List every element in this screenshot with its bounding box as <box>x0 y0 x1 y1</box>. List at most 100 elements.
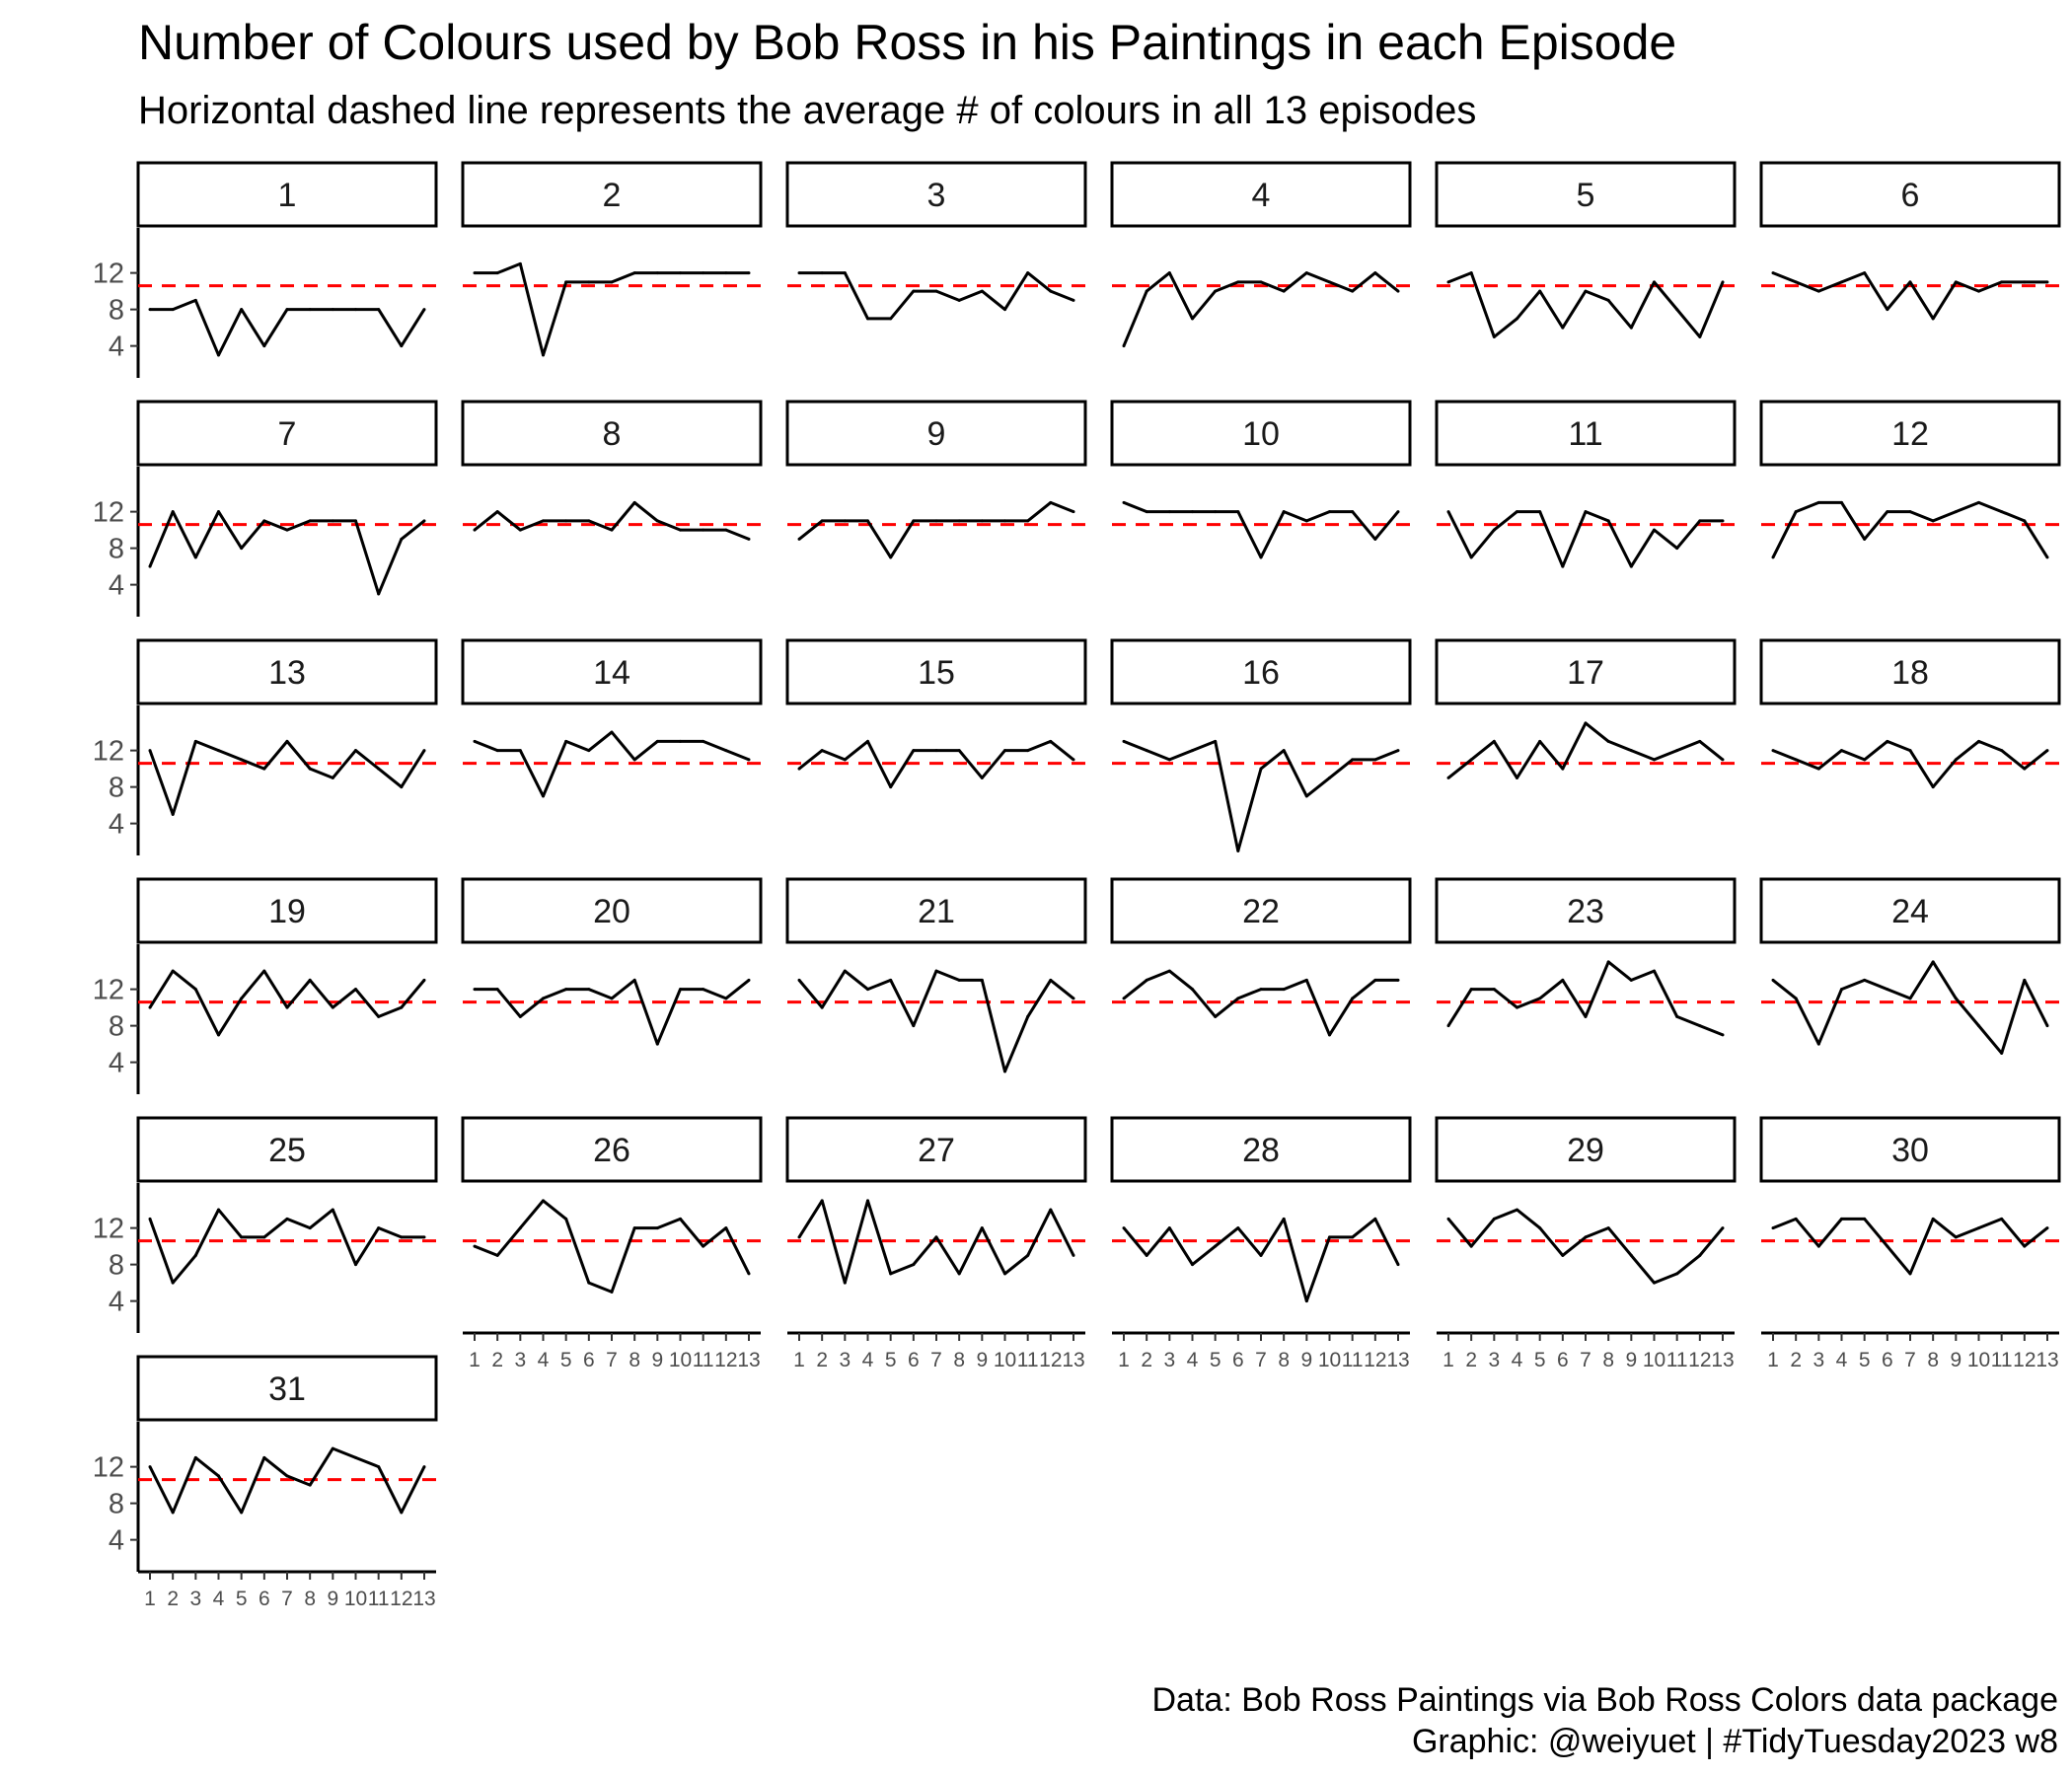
data-point <box>331 1208 334 1212</box>
data-point <box>1771 1226 1775 1230</box>
data-point <box>724 271 728 275</box>
data-point <box>262 344 266 348</box>
data-point <box>1191 510 1194 514</box>
data-point <box>1675 1014 1679 1018</box>
data-point <box>1446 280 1450 284</box>
data-point <box>1977 500 1980 504</box>
data-point <box>422 1465 426 1469</box>
data-point <box>1145 510 1148 514</box>
data-point <box>308 1483 312 1487</box>
data-point <box>2023 978 2027 982</box>
data-point <box>1886 739 1889 743</box>
data-point <box>957 519 961 523</box>
data-point <box>1072 758 1075 762</box>
data-point <box>1840 280 1843 284</box>
data-point <box>1606 1226 1610 1230</box>
x-tick-label: 3 <box>839 1349 851 1371</box>
data-point <box>1721 1226 1725 1230</box>
data-point <box>495 749 499 753</box>
data-point <box>724 1226 728 1230</box>
data-point <box>1721 280 1725 284</box>
data-point <box>1698 739 1702 743</box>
x-tick-label: 9 <box>651 1349 663 1371</box>
data-point <box>193 739 197 743</box>
data-point <box>377 308 381 312</box>
x-tick-label: 3 <box>514 1349 526 1371</box>
data-point <box>820 749 824 753</box>
data-point <box>354 988 357 992</box>
data-point <box>193 1455 197 1459</box>
facet-panel-19: 19 4 8 12 <box>93 877 438 1094</box>
data-point <box>518 261 522 265</box>
data-point <box>285 308 289 312</box>
data-point <box>1373 271 1377 275</box>
y-tick-label: 8 <box>109 295 124 327</box>
x-tick-label: 5 <box>1210 1349 1221 1371</box>
data-point <box>1721 758 1725 762</box>
y-tick-label: 4 <box>109 1048 124 1079</box>
facet-strip <box>136 1116 438 1183</box>
x-tick-label: 1 <box>1767 1349 1779 1371</box>
data-point <box>1167 758 1171 762</box>
data-point <box>1049 1208 1053 1212</box>
data-point <box>934 289 938 293</box>
x-tick-label: 8 <box>304 1588 316 1610</box>
data-point <box>1908 280 1912 284</box>
data-point <box>1236 997 1240 1000</box>
facet-strip-label: 21 <box>918 893 955 930</box>
data-point <box>1606 739 1610 743</box>
data-point <box>1931 1217 1935 1221</box>
data-point <box>217 1208 220 1212</box>
data-point <box>934 749 938 753</box>
data-point <box>1675 308 1679 312</box>
data-point <box>1122 997 1126 1000</box>
facet-strip <box>1110 877 1412 944</box>
data-point <box>587 749 591 753</box>
facet-strip-label: 29 <box>1567 1132 1604 1169</box>
x-tick-label: 6 <box>1882 1349 1893 1371</box>
data-point <box>1698 1024 1702 1028</box>
data-point <box>1049 978 1053 982</box>
y-tick-label: 4 <box>109 570 124 602</box>
data-point <box>171 308 175 312</box>
data-point <box>1908 997 1912 1000</box>
data-point <box>1954 1235 1958 1239</box>
x-tick-label: 4 <box>862 1349 874 1371</box>
facet-strip <box>1110 638 1412 705</box>
facet-strip-label: 28 <box>1242 1132 1280 1169</box>
facet-panel-13: 13 4 8 12 <box>93 638 438 855</box>
x-tick-label: 2 <box>816 1349 828 1371</box>
data-point <box>610 730 614 734</box>
data-point <box>400 1005 404 1009</box>
x-tick-label: 1 <box>1118 1349 1130 1371</box>
x-tick-label: 9 <box>1300 1349 1312 1371</box>
data-point <box>171 1281 175 1285</box>
x-tick-label: 12 <box>714 1349 737 1371</box>
x-tick-label: 7 <box>930 1349 942 1371</box>
data-point <box>1373 537 1377 541</box>
data-point <box>1214 289 1218 293</box>
data-point <box>1561 326 1565 330</box>
data-point <box>331 776 334 779</box>
data-point <box>934 1235 938 1239</box>
data-point <box>632 1226 636 1230</box>
facet-strip-label: 9 <box>927 415 946 453</box>
data-point <box>1538 289 1542 293</box>
series-line-10 <box>1123 501 1400 559</box>
facet-strip <box>136 638 438 705</box>
x-tick-label: 5 <box>1534 1349 1546 1371</box>
data-point <box>564 988 568 992</box>
series-line-30 <box>1772 1217 2048 1276</box>
data-point <box>171 1511 175 1515</box>
data-point <box>957 1272 961 1276</box>
data-point <box>1469 758 1473 762</box>
data-point <box>354 1455 357 1459</box>
data-point <box>331 519 334 523</box>
data-point <box>1863 537 1867 541</box>
data-point <box>1771 555 1775 559</box>
x-tick-label: 2 <box>1141 1349 1152 1371</box>
data-point <box>518 749 522 753</box>
series-line-11 <box>1446 510 1723 568</box>
data-point <box>632 758 636 762</box>
data-point <box>1816 289 1820 293</box>
